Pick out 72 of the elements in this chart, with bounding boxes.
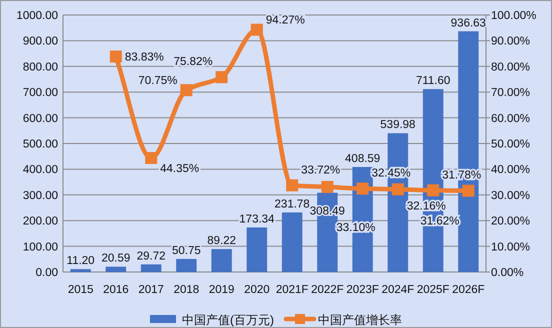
point xyxy=(216,71,228,84)
y2-tick-label: 70.00% xyxy=(491,87,530,100)
bar xyxy=(246,227,268,272)
legend-label: 中国产值(百万元) xyxy=(182,313,274,327)
y-tick-label: 400.00 xyxy=(22,164,58,176)
y-tick-label: 0.00 xyxy=(36,267,58,279)
bar xyxy=(140,264,162,272)
data-label: 11.20 xyxy=(66,255,95,268)
y-tick-label: 600.00 xyxy=(22,112,58,125)
data-label: 20.59 xyxy=(101,252,130,265)
x-tick-label: 2025F xyxy=(416,284,450,296)
y2-tick-label: 20.00% xyxy=(491,216,530,228)
bar xyxy=(211,249,232,272)
x-tick-label: 2024F xyxy=(382,284,414,296)
point xyxy=(110,50,122,63)
data-label: 31.62% xyxy=(420,216,460,228)
x-tick-label: 2020 xyxy=(244,284,270,296)
y2-tick-label: 40.00% xyxy=(491,164,530,176)
bar xyxy=(106,266,126,272)
data-label: 173.34 xyxy=(239,213,276,226)
point xyxy=(462,184,474,197)
x-tick-label: 2017 xyxy=(138,284,164,296)
point xyxy=(286,179,298,192)
y-tick-label: 1000.00 xyxy=(16,10,58,22)
y-tick-label: 800.00 xyxy=(22,61,58,74)
data-label: 89.22 xyxy=(207,235,236,248)
x-tick-label: 2026F xyxy=(452,284,485,296)
y2-tick-label: 60.00% xyxy=(491,112,530,125)
y-tick-label: 100.00 xyxy=(22,241,58,254)
y-tick-label: 900.00 xyxy=(22,36,58,48)
y2-tick-label: 80.00% xyxy=(491,61,530,74)
bar xyxy=(70,269,91,272)
x-tick-label: 2021F xyxy=(276,284,308,296)
point xyxy=(356,182,369,195)
x-tick-label: 2019 xyxy=(208,284,234,296)
point xyxy=(180,84,192,96)
data-label: 83.83% xyxy=(124,52,164,64)
point xyxy=(392,183,404,196)
data-label: 711.60 xyxy=(416,75,450,88)
data-label: 29.72 xyxy=(136,250,166,262)
y2-tick-label: 10.00% xyxy=(491,241,530,254)
data-label: 408.59 xyxy=(345,152,380,165)
data-label: 94.27% xyxy=(266,14,305,27)
data-label: 44.35% xyxy=(160,163,200,176)
data-label: 70.75% xyxy=(138,75,178,88)
data-label: 231.78 xyxy=(274,198,310,210)
x-tick-label: 2018 xyxy=(174,284,200,296)
data-label: 539.98 xyxy=(380,119,416,132)
legend-label: 中国产值增长率 xyxy=(318,313,402,327)
y-tick-label: 500.00 xyxy=(22,138,58,150)
y2-tick-label: 30.00% xyxy=(491,190,530,202)
y2-tick-label: 90.00% xyxy=(491,36,530,48)
y-tick-label: 200.00 xyxy=(22,216,58,228)
x-tick-label: 2016 xyxy=(103,284,129,296)
point xyxy=(321,180,334,193)
x-tick-label: 2015 xyxy=(68,284,94,296)
bar xyxy=(282,212,302,272)
data-label: 936.63 xyxy=(450,17,486,30)
y2-tick-label: 50.00% xyxy=(491,138,530,150)
y2-tick-label: 0.00% xyxy=(491,267,524,279)
x-tick-label: 2022F xyxy=(311,284,344,296)
point xyxy=(145,152,158,164)
y-tick-label: 700.00 xyxy=(22,87,58,100)
point xyxy=(250,24,263,36)
bar xyxy=(176,258,197,272)
point xyxy=(427,184,440,196)
x-tick-label: 2023F xyxy=(346,284,379,296)
data-label: 33.72% xyxy=(301,164,340,176)
data-label: 50.75 xyxy=(172,244,201,257)
y2-tick-label: 100.00% xyxy=(491,10,536,22)
y-tick-label: 300.00 xyxy=(22,190,58,202)
data-label: 75.82% xyxy=(174,56,213,68)
